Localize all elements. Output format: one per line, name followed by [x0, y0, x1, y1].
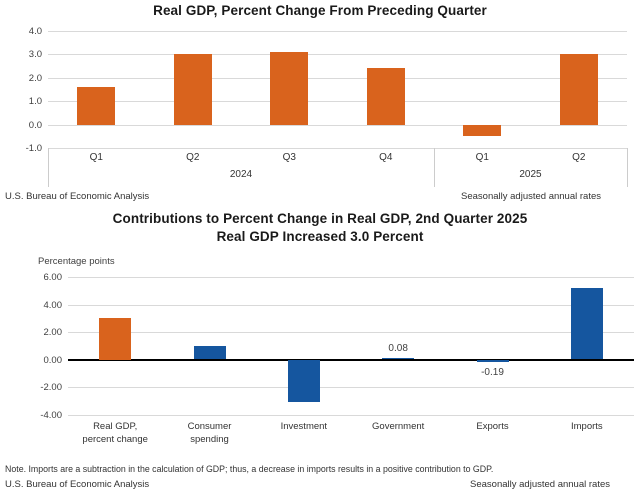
gridline	[48, 54, 627, 56]
bar-value-label: 0.08	[388, 343, 408, 355]
x-quarter-label: Q4	[379, 152, 393, 163]
chart1-title: Real GDP, Percent Change From Preceding …	[153, 3, 487, 18]
y-tick-label: 0.0	[28, 119, 42, 131]
gridline	[48, 148, 627, 149]
y-tick-label: 3.0	[28, 49, 42, 61]
gridline	[68, 277, 634, 278]
x-category-label: Government	[372, 421, 425, 432]
y-tick-label: 6.00	[43, 272, 63, 283]
bar	[99, 318, 132, 360]
x-category-label: Consumer spending	[187, 421, 232, 445]
gridline	[48, 124, 627, 126]
bar	[382, 358, 415, 360]
bar	[287, 359, 320, 402]
x-quarter-label: Q1	[89, 152, 103, 163]
bar	[173, 54, 212, 125]
y-tick-label: 1.0	[28, 96, 42, 108]
bar	[366, 68, 405, 125]
x-category-label: Imports	[570, 421, 603, 432]
gridline	[68, 332, 634, 333]
y-tick-label: -1.0	[25, 143, 42, 154]
gridline	[68, 304, 634, 306]
y-tick-label: -4.00	[40, 409, 62, 421]
x-category-label: Exports	[476, 421, 509, 432]
chart2-subtitle: Real GDP Increased 3.0 Percent	[216, 229, 424, 244]
chart2-rates-note: Seasonally adjusted annual rates	[470, 479, 610, 490]
y-tick-label: 2.00	[43, 327, 63, 338]
y-tick-label: -2.00	[40, 382, 62, 393]
chart2-title: Contributions to Percent Change in Real …	[112, 211, 528, 226]
axis-band-border	[627, 148, 628, 187]
x-quarter-label: Q1	[475, 152, 489, 163]
bar	[77, 87, 116, 125]
x-year-label: 2024	[229, 169, 253, 180]
y-tick-label: 0.00	[43, 354, 63, 366]
zero-axis-line	[68, 358, 634, 361]
x-category-label: Real GDP, percent change	[82, 421, 148, 445]
bar	[559, 54, 598, 125]
axis-band-border	[434, 148, 435, 187]
y-tick-label: 4.00	[43, 299, 63, 311]
bar	[570, 288, 603, 360]
y-tick-label: 2.0	[28, 72, 42, 84]
chart1-source-note: U.S. Bureau of Economic Analysis	[5, 191, 150, 202]
x-quarter-label: Q3	[282, 152, 296, 163]
x-quarter-label: Q2	[572, 152, 586, 163]
chart1-rates-note: Seasonally adjusted annual rates	[461, 191, 601, 202]
gridline	[68, 387, 634, 388]
bar-value-label: -0.19	[481, 367, 504, 379]
gridline	[48, 31, 627, 32]
gridline	[48, 77, 627, 79]
gridline	[48, 101, 627, 103]
axis-band-border	[48, 148, 49, 187]
x-category-label: Investment	[280, 421, 328, 432]
chart2-source-note: U.S. Bureau of Economic Analysis	[5, 479, 150, 490]
bar	[193, 346, 226, 360]
bar	[270, 52, 309, 125]
bar	[463, 124, 502, 137]
y-tick-label: 4.0	[28, 26, 42, 37]
bar	[476, 359, 509, 363]
chart2-imports-note: Note. Imports are a subtraction in the c…	[5, 464, 494, 474]
x-quarter-label: Q2	[186, 152, 200, 163]
gridline	[68, 414, 634, 416]
chart2-y-axis-caption: Percentage points	[38, 256, 115, 267]
x-year-label: 2025	[519, 169, 542, 180]
